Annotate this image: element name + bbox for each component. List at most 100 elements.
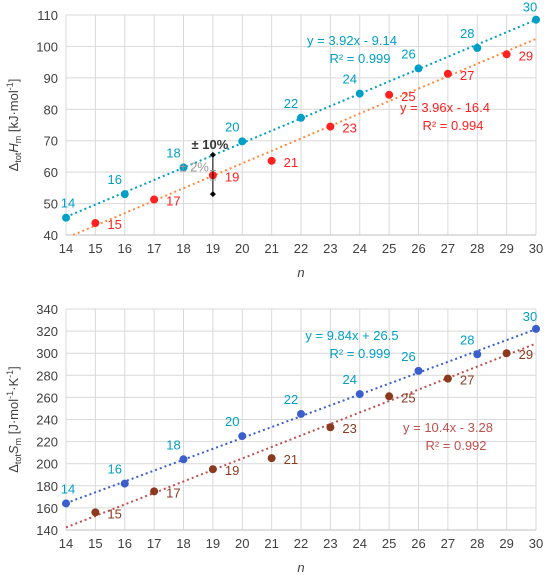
data-label: 23 xyxy=(342,121,356,136)
data-label: 20 xyxy=(225,119,239,134)
x-tick-label: 16 xyxy=(118,536,132,551)
x-tick-label: 29 xyxy=(499,241,513,256)
trendline xyxy=(72,37,537,236)
data-label: 30 xyxy=(523,0,537,15)
y-title-sub: tot xyxy=(13,152,23,163)
data-point xyxy=(238,432,247,441)
y-tick-label: 60 xyxy=(44,165,58,180)
y-tick-label: 280 xyxy=(36,368,58,383)
trendline xyxy=(65,342,537,529)
y-tick-label: 220 xyxy=(36,435,58,450)
r-squared-label: R² = 0.999 xyxy=(329,346,390,361)
y-tick-label: 180 xyxy=(36,479,58,494)
x-tick-label: 14 xyxy=(59,241,73,256)
y-tick-label: 70 xyxy=(44,134,58,149)
y-title-sup: -1 xyxy=(5,370,15,378)
error-bar-cap-icon xyxy=(209,191,216,198)
x-tick-label: 23 xyxy=(323,536,337,551)
data-point xyxy=(150,487,159,496)
x-tick-label: 23 xyxy=(323,241,337,256)
data-label: 14 xyxy=(61,196,75,211)
data-point xyxy=(267,454,276,463)
entropy-chart: 14 15 16 17 18 19 20 21 22 23 24 25 26 27 28 29 30 140 160… xyxy=(5,302,543,575)
data-label: 15 xyxy=(107,506,121,521)
y-title-symbol: S xyxy=(6,445,21,454)
r-squared-label: R² = 0.994 xyxy=(422,118,483,133)
data-label: 18 xyxy=(166,437,180,452)
y-title-sub: m xyxy=(13,136,23,144)
data-label: 19 xyxy=(225,463,239,478)
x-tick-label: 30 xyxy=(529,241,543,256)
error-bar-cap-icon xyxy=(209,151,216,158)
x-tick-label: 26 xyxy=(411,536,425,551)
data-label: 28 xyxy=(460,332,474,347)
data-label: 19 xyxy=(225,169,239,184)
data-point xyxy=(267,156,276,165)
y-tick-label: 90 xyxy=(44,71,58,86)
x-tick-label: 15 xyxy=(88,241,102,256)
x-tick-label: 29 xyxy=(499,536,513,551)
y-title-unit: [kJ·mol xyxy=(6,90,21,136)
y-title-sup: -1 xyxy=(5,82,15,90)
y-title-close: ] xyxy=(6,366,21,370)
y-tick-label: 160 xyxy=(36,501,58,516)
data-point xyxy=(532,324,540,333)
data-point xyxy=(355,390,364,399)
data-point xyxy=(297,409,305,418)
data-label: 22 xyxy=(284,96,298,111)
x-tick-label: 25 xyxy=(382,536,396,551)
data-label: 25 xyxy=(401,89,415,104)
data-label: 20 xyxy=(225,414,239,429)
data-label: 27 xyxy=(460,373,474,388)
data-label: 24 xyxy=(343,72,357,87)
data-point xyxy=(355,89,364,98)
data-label: 29 xyxy=(519,347,533,362)
x-tick-label: 21 xyxy=(264,536,278,551)
data-label: 21 xyxy=(284,155,298,170)
data-point xyxy=(297,113,305,122)
data-point xyxy=(179,455,188,464)
data-label: 14 xyxy=(61,481,75,496)
y-tick-label: 140 xyxy=(36,523,58,538)
data-label: 26 xyxy=(401,46,415,61)
data-label: 21 xyxy=(284,452,298,467)
data-label: 17 xyxy=(166,193,180,208)
data-point xyxy=(179,163,188,172)
data-point xyxy=(414,64,423,73)
data-point xyxy=(532,15,540,24)
x-tick-label: 24 xyxy=(353,536,367,551)
data-label: 29 xyxy=(519,48,533,63)
data-point xyxy=(120,190,129,199)
data-label: 28 xyxy=(460,26,474,41)
data-label: 30 xyxy=(523,309,537,324)
y-title-close: ] xyxy=(6,79,21,83)
error-label-2: ± 2% xyxy=(179,160,209,175)
x-tick-label: 28 xyxy=(470,536,484,551)
y-tick-label: 300 xyxy=(36,346,58,361)
y-title-unit: ·K xyxy=(6,378,21,391)
data-point xyxy=(414,366,423,375)
data-point xyxy=(91,219,100,228)
x-tick-label: 27 xyxy=(441,241,455,256)
data-point xyxy=(443,374,452,383)
data-point xyxy=(62,213,70,222)
data-point xyxy=(502,50,511,59)
enthalpy-chart: 14 15 16 17 18 19 20 21 22 23 24 25 26 27 28 29 30 40 50 60… xyxy=(5,0,543,280)
data-point xyxy=(473,350,482,359)
data-label: 18 xyxy=(166,145,180,160)
x-tick-label: 26 xyxy=(411,241,425,256)
x-tick-label: 19 xyxy=(206,241,220,256)
r-squared-label: R² = 0.999 xyxy=(329,51,390,66)
data-point xyxy=(208,465,217,474)
data-point xyxy=(120,479,129,488)
y-tick-label: 320 xyxy=(36,324,58,339)
x-tick-label: 19 xyxy=(206,536,220,551)
data-point xyxy=(326,122,335,131)
x-tick-label: 28 xyxy=(470,241,484,256)
data-label: 17 xyxy=(166,485,180,500)
x-tick-label: 30 xyxy=(529,536,543,551)
data-point xyxy=(473,44,482,52)
x-tick-label: 17 xyxy=(147,241,161,256)
y-tick-label: 110 xyxy=(37,8,58,23)
